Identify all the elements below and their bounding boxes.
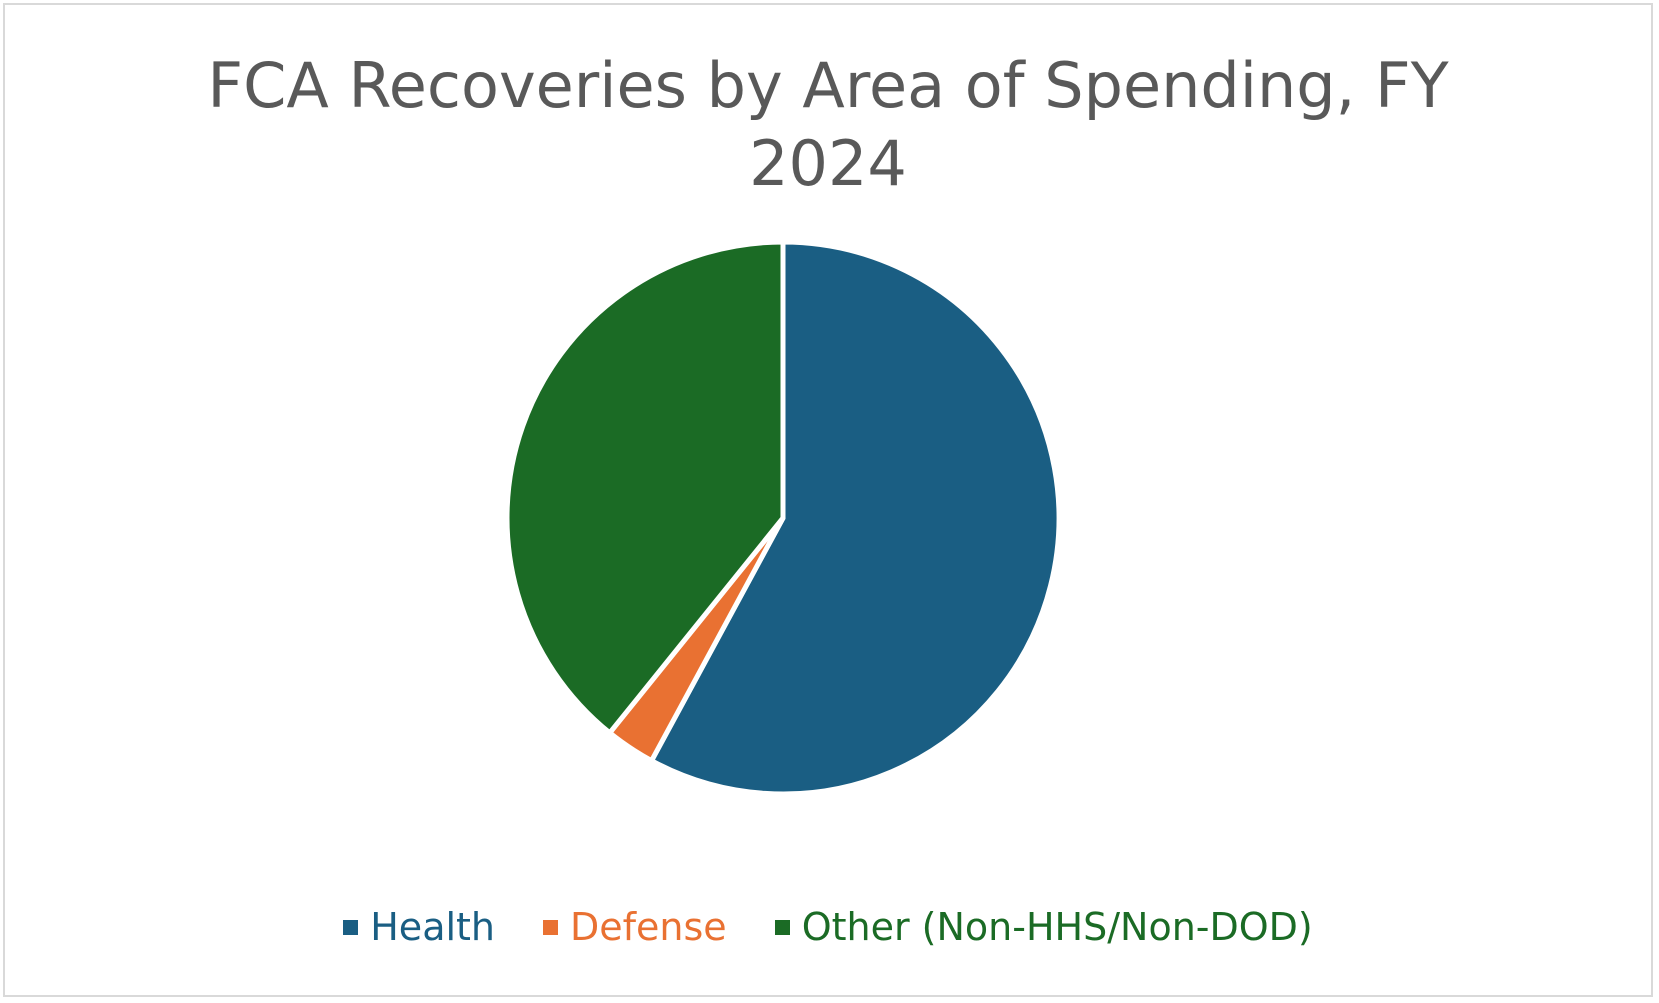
legend-label-defense: Defense	[570, 905, 727, 949]
chart-title-line-1: FCA Recoveries by Area of Spending, FY	[207, 49, 1449, 122]
legend-label-health: Health	[370, 905, 496, 949]
chart-frame: FCA Recoveries by Area of Spending, FY 2…	[3, 3, 1653, 997]
legend-swatch-defense	[543, 919, 559, 935]
chart-title-line-2: 2024	[749, 127, 907, 200]
pie-slice-other[interactable]	[504, 239, 786, 736]
legend: Health Defense Other (Non-HHS/Non-DOD)	[5, 903, 1651, 951]
legend-item-defense[interactable]: Defense	[543, 903, 727, 951]
pie-chart	[504, 239, 1062, 797]
legend-item-health[interactable]: Health	[343, 903, 495, 951]
pie-slice-health[interactable]	[649, 239, 1062, 797]
legend-label-other: Other (Non-HHS/Non-DOD)	[801, 905, 1313, 949]
legend-swatch-other	[774, 919, 790, 935]
chart-title: FCA Recoveries by Area of Spending, FY 2…	[5, 47, 1651, 203]
legend-swatch-health	[343, 919, 359, 935]
legend-item-other[interactable]: Other (Non-HHS/Non-DOD)	[774, 903, 1313, 951]
